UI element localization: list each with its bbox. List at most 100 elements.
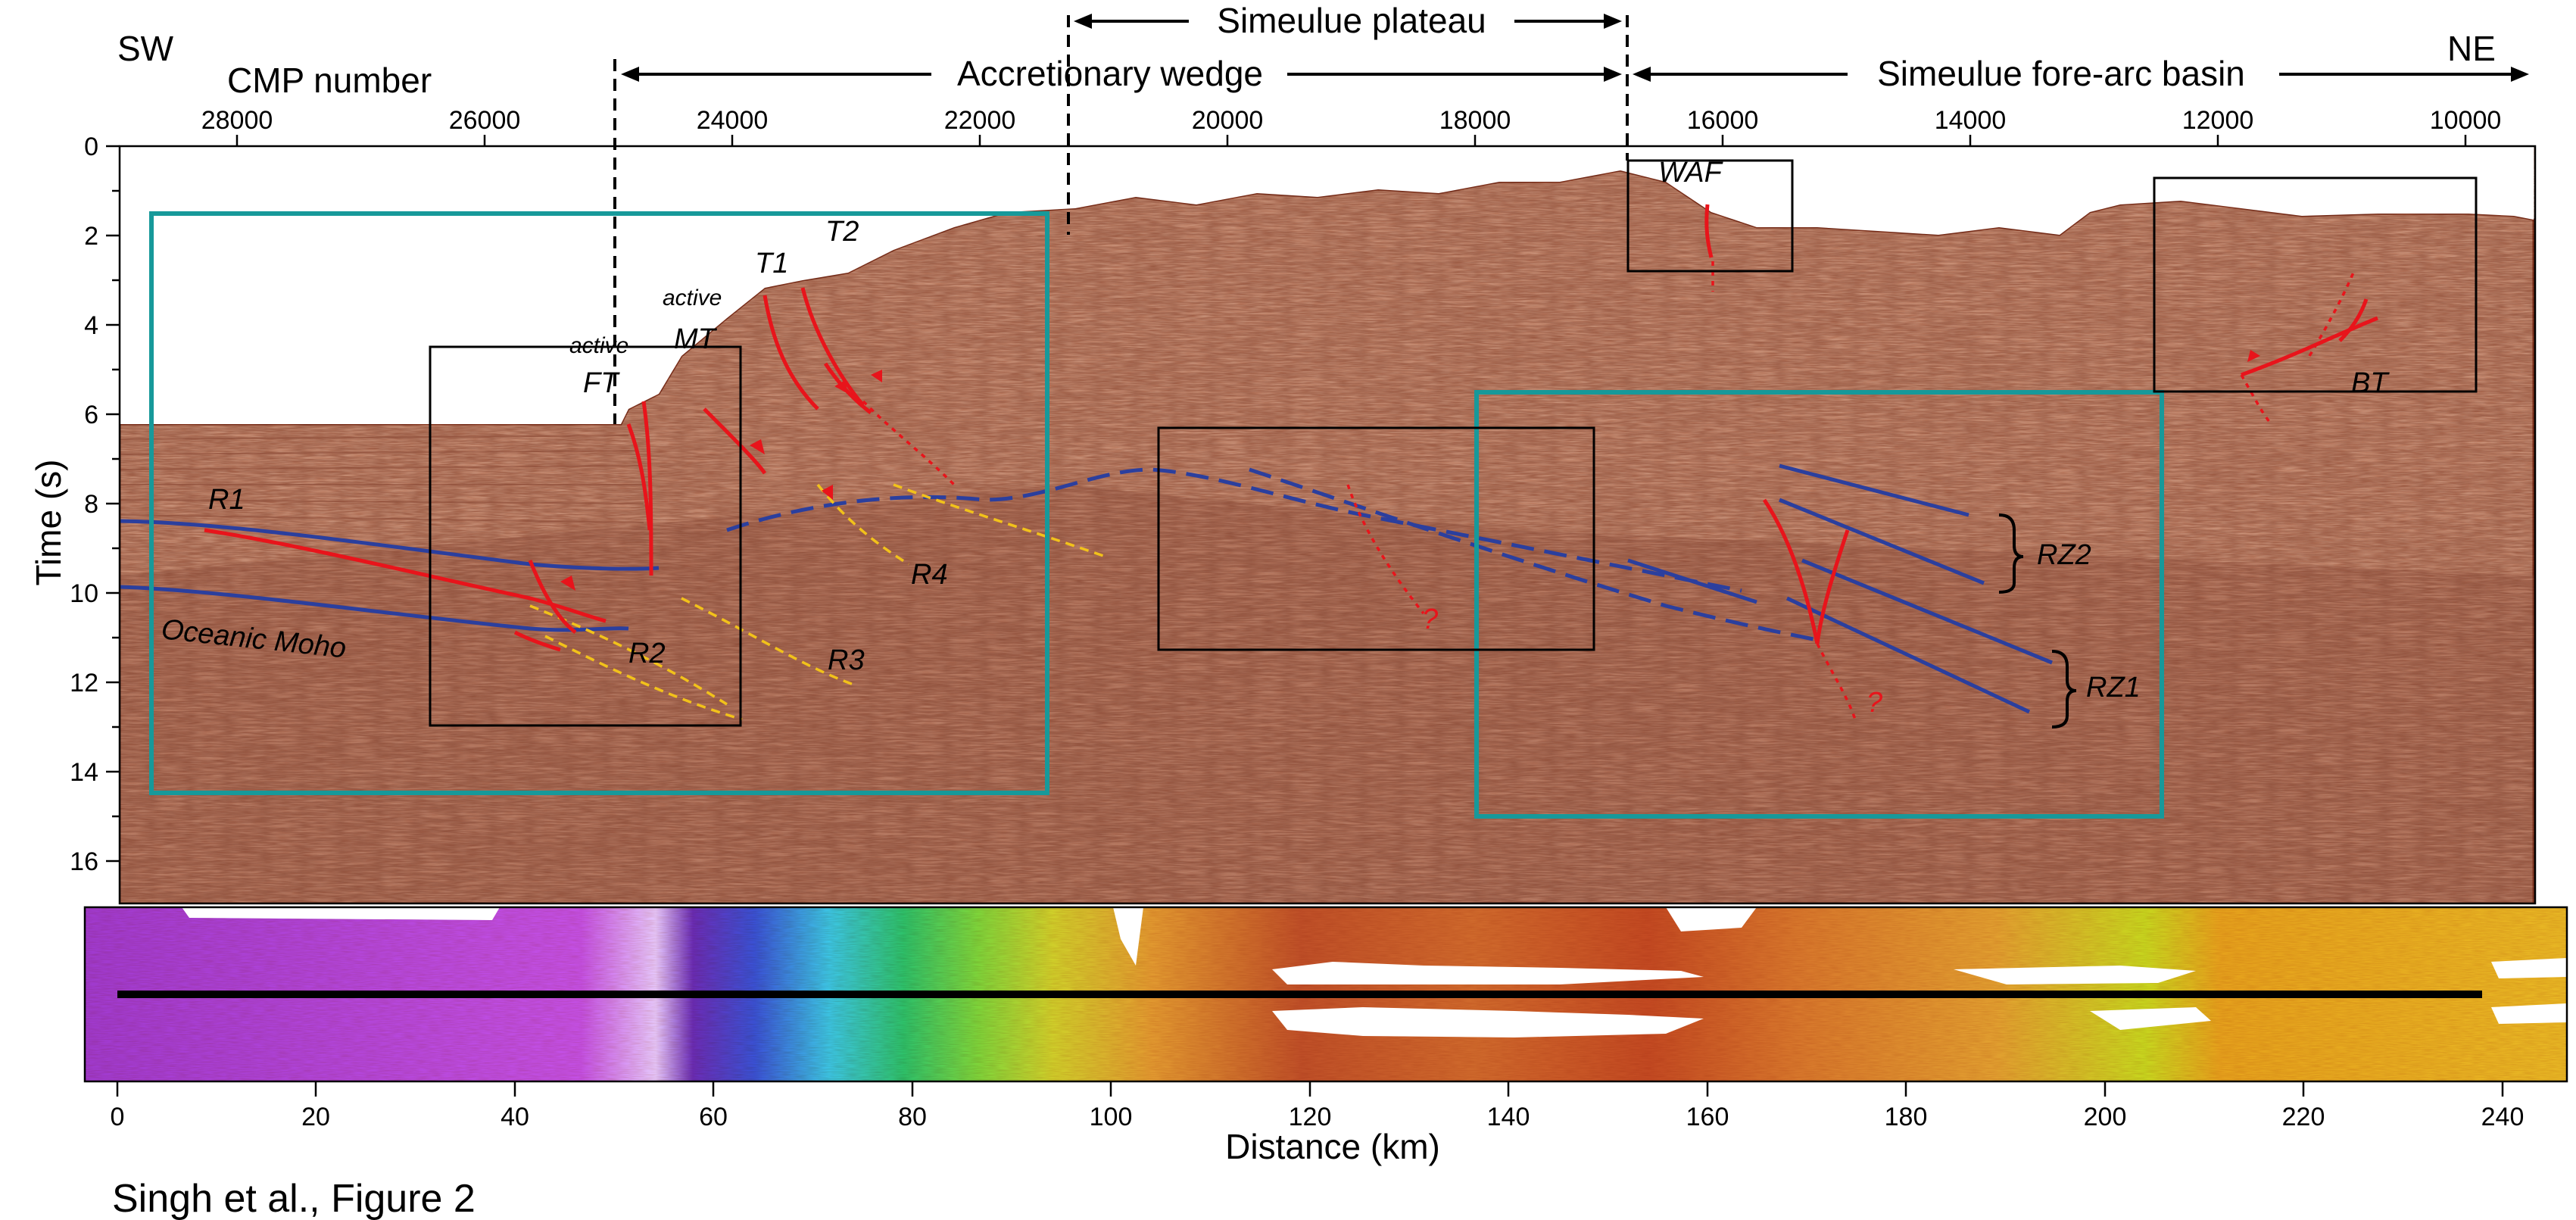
t1-label: T1: [755, 248, 788, 279]
time-tick-label: 12: [70, 669, 98, 697]
no-data-gaps: [182, 907, 2567, 1037]
deep-reflector: [1249, 467, 1818, 642]
distance-tick-label: 160: [1686, 1103, 1729, 1131]
teal-box-left: [149, 211, 1049, 795]
distance-tick-label: 120: [1289, 1103, 1332, 1131]
figure-caption: Singh et al., Figure 2: [112, 1177, 476, 1220]
wedge-label: Accretionary wedge: [957, 54, 1263, 93]
cmp-tick-label: 10000: [2430, 106, 2502, 135]
cmp-ticks: [235, 135, 2467, 146]
wedge-base-reflector: [726, 467, 1742, 593]
r3-label: R3: [828, 644, 865, 676]
distance-tick-label: 200: [2084, 1103, 2127, 1131]
teal-box-right: [1474, 390, 2164, 819]
t2-label: T2: [825, 216, 859, 248]
distance-tick-label: 100: [1090, 1103, 1133, 1131]
reflectors: [119, 463, 2053, 714]
sw-label: SW: [117, 29, 174, 68]
braces: [1998, 513, 2077, 729]
bt-fault-b: [2338, 298, 2369, 342]
distance-tick-label: 220: [2282, 1103, 2325, 1131]
cmp-tick-label: 24000: [697, 106, 769, 135]
distance-axis-label: Distance (km): [1225, 1127, 1440, 1166]
waf-fault: [1704, 204, 1714, 258]
plateau-label: Simeulue plateau: [1217, 1, 1486, 40]
ft-splay: [626, 423, 652, 531]
distance-tick-label: 180: [1885, 1103, 1928, 1131]
rz-fault: [1762, 498, 1820, 644]
cmp-tick-label: 22000: [944, 106, 1016, 135]
mt-active-label: active: [663, 285, 722, 310]
slip-arrows: [560, 350, 2260, 591]
t1-fault: [763, 295, 819, 410]
rz1-upper: [1801, 558, 2053, 665]
rz2-upper: [1779, 463, 1969, 517]
time-tick-label: 6: [84, 401, 98, 429]
region-arrows: [628, 20, 2518, 76]
time-tick-label: 4: [84, 311, 98, 340]
region-boundaries: [613, 15, 1629, 424]
time-axis-label: Time (s): [29, 460, 68, 586]
cmp-tick-label: 18000: [1439, 106, 1511, 135]
trench-layers: [120, 435, 644, 523]
cmp-tick-label: 16000: [1687, 106, 1759, 135]
distance-ticks: [116, 1081, 2504, 1097]
rz2-lower: [1779, 498, 1985, 585]
ft-fault: [641, 401, 653, 576]
distance-tick-label: 20: [301, 1103, 330, 1131]
t2b-fault: [823, 362, 872, 414]
rz2-label: RZ2: [2037, 539, 2091, 571]
rz1-label: RZ1: [2086, 672, 2141, 704]
distance-tick-labels: 0 20 40 60 80 100 120 140 160 180 200 22…: [111, 1103, 2525, 1131]
ft-label: FT: [583, 367, 620, 399]
rz1-lower: [1785, 596, 2031, 714]
cmp-tick-label: 28000: [201, 106, 273, 135]
waf-label: WAF: [1658, 157, 1723, 189]
box-waf: [1626, 159, 1794, 273]
r4-label: R4: [911, 559, 948, 591]
time-tick-label: 14: [70, 758, 98, 787]
cmp-tick-label: 12000: [2182, 106, 2254, 135]
arrowheads: [621, 14, 2529, 82]
time-tick-labels: 0 2 4 6 8 10 12 14 16: [70, 133, 98, 876]
basin-label: Simeulue fore-arc basin: [1877, 54, 2245, 93]
cmp-tick-label: 26000: [449, 106, 521, 135]
r1-fault: [204, 528, 607, 623]
cmp-tick-label: 20000: [1192, 106, 1264, 135]
black-boxes: [429, 159, 2478, 727]
bathymetry-strip: [83, 906, 2568, 1083]
time-tick-label: 16: [70, 847, 98, 876]
ne-label: NE: [2447, 29, 2496, 68]
mt-fault: [703, 407, 767, 475]
time-tick-label: 0: [84, 133, 98, 161]
rz-fault-b: [1815, 529, 1850, 644]
r1-label: R1: [208, 484, 245, 516]
time-ticks: [106, 145, 120, 863]
r1-reflector: [119, 519, 660, 571]
mt-label: MT: [674, 323, 718, 355]
distance-tick-label: 240: [2481, 1103, 2525, 1131]
dotted-faults: [862, 261, 2356, 720]
box-bt: [2153, 176, 2478, 393]
time-tick-label: 8: [84, 490, 98, 519]
r2b-fault: [513, 630, 561, 652]
r2-fault: [528, 560, 577, 634]
distance-tick-label: 40: [501, 1103, 529, 1131]
plot-frame: [118, 145, 2537, 905]
distance-tick-label: 60: [699, 1103, 728, 1131]
cmp-axis-label: CMP number: [227, 61, 432, 100]
section-labels: R1 Oceanic Moho R2 R3 R4 active FT activ…: [160, 157, 2390, 719]
ft-active-label: active: [569, 333, 628, 358]
teal-boxes: [149, 211, 2164, 819]
box-middle: [1157, 426, 1595, 651]
box-ft-mt: [429, 345, 742, 727]
cmp-tick-label: 14000: [1935, 106, 2007, 135]
mid-reflector: [1627, 558, 1757, 604]
time-tick-label: 2: [84, 222, 98, 251]
t2-fault: [800, 287, 865, 407]
r2-label: R2: [628, 638, 666, 669]
time-tick-label: 10: [70, 579, 98, 608]
question-mark-right: ?: [1867, 687, 1883, 719]
moho-reflector: [119, 585, 629, 632]
